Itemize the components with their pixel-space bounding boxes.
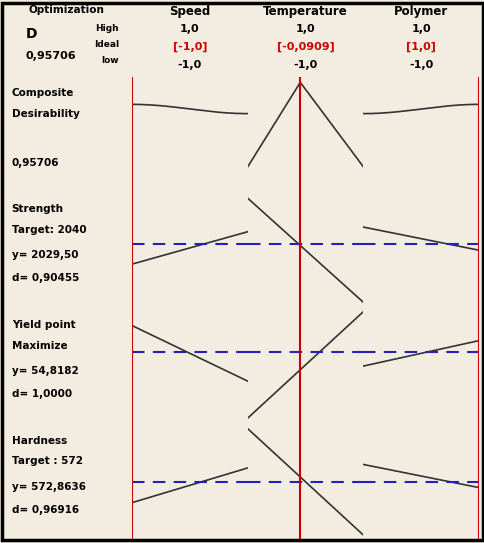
Text: -1,0: -1,0	[177, 60, 201, 71]
Text: [-1,0]: [-1,0]	[172, 41, 207, 52]
Text: D: D	[26, 27, 37, 41]
Text: Desirability: Desirability	[12, 109, 79, 119]
Text: Optimization: Optimization	[28, 5, 104, 15]
Text: [-0,0909]: [-0,0909]	[276, 41, 334, 52]
Text: Ideal: Ideal	[93, 40, 119, 49]
Text: High: High	[95, 24, 119, 33]
Text: low: low	[101, 56, 119, 65]
Text: Maximize: Maximize	[12, 340, 67, 351]
Text: Composite: Composite	[12, 88, 74, 98]
Text: Yield point: Yield point	[12, 320, 75, 330]
Text: 1,0: 1,0	[295, 24, 315, 34]
Text: Speed: Speed	[169, 5, 210, 18]
Text: d= 1,0000: d= 1,0000	[12, 389, 72, 399]
Text: 1,0: 1,0	[410, 24, 430, 34]
Text: [1,0]: [1,0]	[406, 41, 435, 52]
Text: Temperature: Temperature	[263, 5, 347, 18]
Text: Hardness: Hardness	[12, 435, 67, 445]
Text: 0,95706: 0,95706	[26, 51, 76, 61]
Text: Target: 2040: Target: 2040	[12, 225, 86, 235]
Text: y= 54,8182: y= 54,8182	[12, 366, 78, 376]
Text: y= 2029,50: y= 2029,50	[12, 250, 78, 260]
Text: -1,0: -1,0	[293, 60, 317, 71]
Text: -1,0: -1,0	[408, 60, 433, 71]
Text: y= 572,8636: y= 572,8636	[12, 482, 86, 492]
Text: d= 0,90455: d= 0,90455	[12, 274, 79, 283]
Text: 1,0: 1,0	[180, 24, 199, 34]
Text: Polymer: Polymer	[393, 5, 448, 18]
Text: d= 0,96916: d= 0,96916	[12, 505, 79, 515]
Text: Target : 572: Target : 572	[12, 456, 83, 466]
Text: Strength: Strength	[12, 204, 63, 214]
Text: 0,95706: 0,95706	[12, 157, 59, 168]
